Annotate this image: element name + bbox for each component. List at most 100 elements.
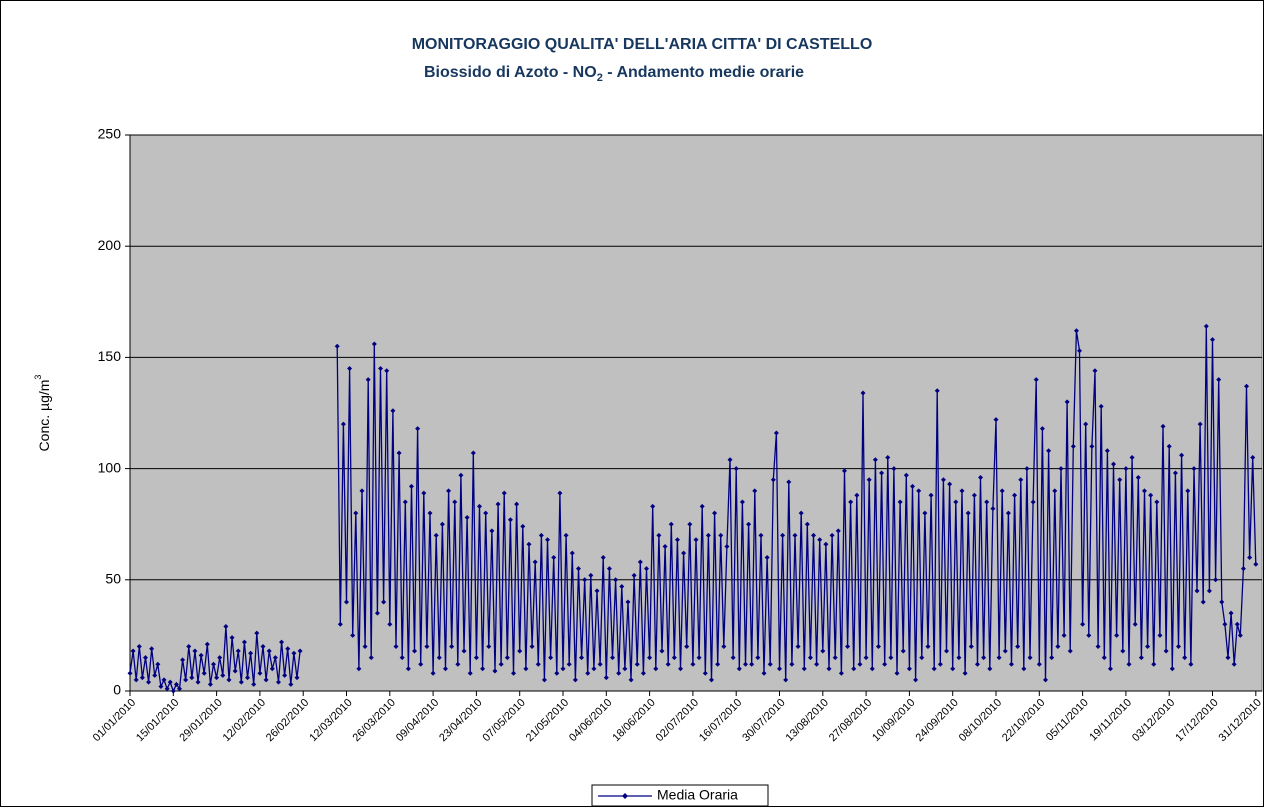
- data-point: [1052, 488, 1058, 494]
- data-point: [594, 588, 600, 594]
- data-point: [260, 644, 266, 650]
- data-point: [974, 661, 980, 667]
- data-point: [529, 644, 535, 650]
- data-point: [1237, 632, 1243, 638]
- data-point: [1253, 561, 1259, 567]
- data-point: [1222, 621, 1228, 627]
- data-point: [644, 566, 650, 572]
- data-point: [789, 661, 795, 667]
- data-point: [1111, 461, 1117, 467]
- data-point: [1126, 661, 1132, 667]
- data-point: [511, 670, 517, 676]
- data-point: [183, 677, 189, 683]
- data-point: [965, 510, 971, 516]
- data-point: [507, 517, 513, 523]
- data-point: [245, 675, 251, 681]
- data-point: [204, 641, 210, 647]
- data-point: [170, 688, 176, 694]
- data-point: [275, 679, 281, 685]
- data-point: [359, 488, 365, 494]
- data-point: [155, 661, 161, 667]
- data-point: [387, 621, 393, 627]
- data-point: [786, 479, 792, 485]
- data-point: [1089, 443, 1095, 449]
- data-point: [418, 661, 424, 667]
- data-point: [1042, 677, 1048, 683]
- data-point: [439, 521, 445, 527]
- data-point: [770, 477, 776, 483]
- data-point: [848, 499, 854, 505]
- data-point: [467, 670, 473, 676]
- data-point: [421, 490, 427, 496]
- data-point: [1070, 443, 1076, 449]
- legend: Media Oraria: [591, 784, 769, 807]
- y-tick-label: 50: [105, 571, 121, 587]
- y-label-text: Conc. µg/m: [36, 380, 52, 452]
- data-point: [925, 644, 931, 650]
- data-point: [1216, 377, 1222, 383]
- data-point: [1213, 577, 1219, 583]
- data-point: [470, 450, 476, 456]
- data-point: [473, 655, 479, 661]
- data-point: [1148, 492, 1154, 498]
- data-point: [548, 655, 554, 661]
- legend-label: Media Oraria: [657, 787, 738, 803]
- data-point: [1194, 588, 1200, 594]
- data-point: [393, 644, 399, 650]
- data-point: [628, 677, 634, 683]
- data-point: [993, 417, 999, 423]
- data-point: [947, 481, 953, 487]
- data-point: [900, 648, 906, 654]
- data-point: [535, 661, 541, 667]
- data-point: [950, 666, 956, 672]
- data-point: [996, 655, 1002, 661]
- data-point: [1145, 644, 1151, 650]
- data-point: [721, 644, 727, 650]
- data-point: [554, 670, 560, 676]
- data-point: [1117, 477, 1123, 483]
- data-point: [1163, 648, 1169, 654]
- data-point: [288, 681, 294, 687]
- data-point: [1210, 337, 1216, 343]
- data-point: [1154, 499, 1160, 505]
- data-point: [498, 661, 504, 667]
- y-tick-label: 250: [98, 126, 122, 142]
- data-point: [334, 343, 340, 349]
- data-point: [1160, 423, 1166, 429]
- data-point: [1015, 644, 1021, 650]
- data-point: [588, 572, 594, 578]
- data-point: [337, 621, 343, 627]
- data-point: [903, 472, 909, 478]
- data-point: [705, 532, 711, 538]
- data-point: [582, 577, 588, 583]
- data-point: [807, 655, 813, 661]
- data-point: [1030, 499, 1036, 505]
- data-point: [161, 677, 167, 683]
- data-point: [1250, 454, 1256, 460]
- data-point: [906, 666, 912, 672]
- data-point: [959, 488, 965, 494]
- data-point: [136, 644, 142, 650]
- data-point: [823, 541, 829, 547]
- data-point: [520, 523, 526, 529]
- data-point: [449, 644, 455, 650]
- y-tick-label: 200: [98, 237, 122, 253]
- data-point: [999, 488, 1005, 494]
- data-point: [201, 670, 207, 676]
- data-point: [297, 648, 303, 654]
- data-point: [777, 666, 783, 672]
- data-point: [483, 510, 489, 516]
- data-point: [235, 648, 241, 654]
- data-point: [851, 666, 857, 672]
- data-point: [412, 648, 418, 654]
- data-point: [1203, 323, 1209, 329]
- data-point: [176, 686, 182, 692]
- data-point: [251, 681, 257, 687]
- data-point: [668, 521, 674, 527]
- data-point: [551, 555, 557, 561]
- data-point: [1206, 588, 1212, 594]
- data-point: [718, 532, 724, 538]
- data-point: [832, 655, 838, 661]
- data-point: [272, 655, 278, 661]
- data-point: [665, 661, 671, 667]
